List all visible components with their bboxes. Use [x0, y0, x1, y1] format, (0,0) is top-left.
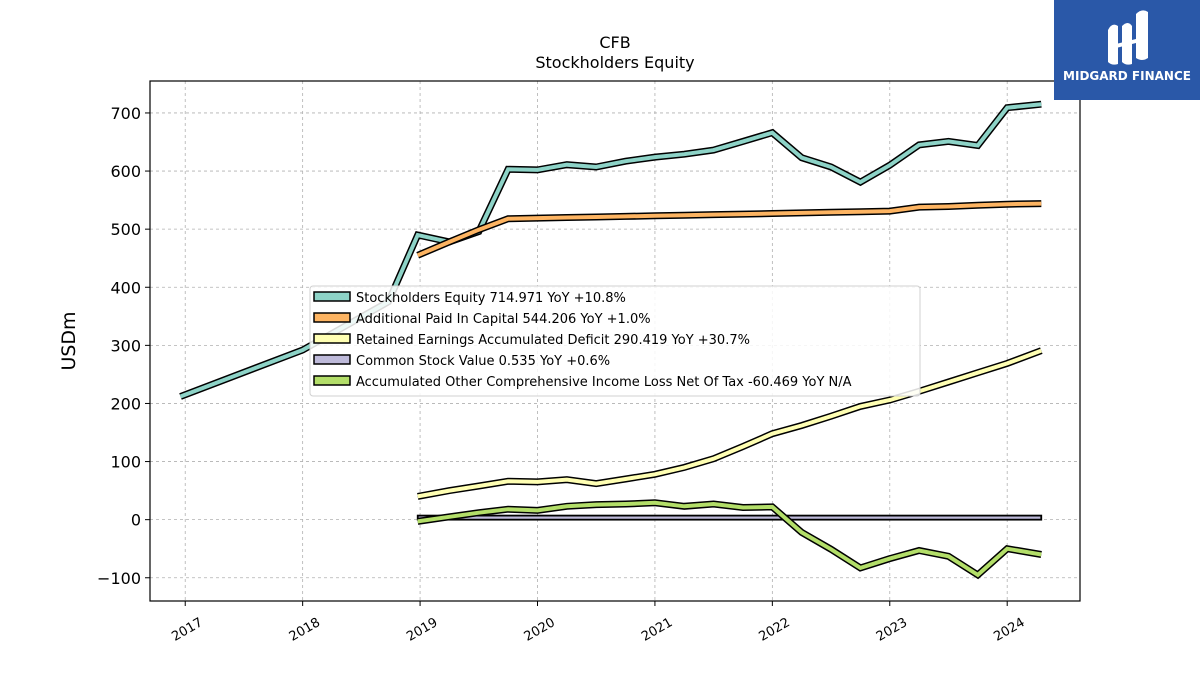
y-tick-label: 300 [110, 336, 141, 355]
y-tick-label: 0 [131, 511, 141, 530]
legend-item: Common Stock Value 0.535 YoY +0.6% [313, 354, 610, 369]
y-tick-label: 200 [110, 394, 141, 413]
logo-text: MIDGARD FINANCE [1063, 69, 1191, 83]
legend-item: Additional Paid In Capital 544.206 YoY +… [313, 312, 651, 327]
series-layer [179, 100, 1043, 580]
x-tick-label: 2022 [757, 615, 793, 645]
legend-label: Stockholders Equity 714.971 YoY +10.8% [356, 291, 626, 306]
x-tick-label: 2024 [991, 615, 1027, 645]
plot-frame [149, 80, 1081, 602]
y-axis: −100 0 100 200 300 400 500 600 700 [97, 104, 150, 588]
chart-subtitle: Stockholders Equity [535, 53, 694, 72]
x-tick-label: 2017 [169, 615, 205, 645]
series-line [417, 348, 1043, 499]
y-tick-label: 400 [110, 278, 141, 297]
legend-item: Stockholders Equity 714.971 YoY +10.8% [313, 291, 626, 306]
series-line [417, 500, 1042, 578]
legend-swatch [313, 333, 351, 344]
midgard-finance-logo: MIDGARD FINANCE [1054, 0, 1200, 100]
series-3 [416, 514, 1043, 521]
legend-label: Retained Earnings Accumulated Deficit 29… [356, 333, 750, 348]
x-tick-label: 2023 [874, 615, 910, 645]
legend: Stockholders Equity 714.971 YoY +10.8% Ad… [309, 285, 921, 397]
series-line [416, 201, 1042, 258]
legend-label: Accumulated Other Comprehensive Income L… [356, 375, 852, 390]
chart-title: CFB [599, 33, 630, 52]
x-tick-label: 2019 [404, 615, 440, 645]
x-tick-label: 2021 [639, 615, 675, 645]
series-line [416, 514, 1043, 521]
legend-label: Common Stock Value 0.535 YoY +0.6% [356, 354, 610, 369]
series-1 [416, 200, 1042, 259]
legend-swatch [313, 354, 351, 365]
series-4 [417, 499, 1042, 580]
legend-box [309, 285, 921, 397]
legend-item: Accumulated Other Comprehensive Income L… [313, 375, 852, 390]
legend-swatch [313, 375, 351, 386]
y-tick-label: 100 [110, 453, 141, 472]
legend-item: Retained Earnings Accumulated Deficit 29… [313, 333, 750, 348]
series-outline [417, 499, 1042, 580]
y-tick-label: 600 [110, 162, 141, 181]
y-axis-label: USDm [58, 311, 80, 370]
x-tick-label: 2018 [287, 615, 323, 645]
legend-label: Additional Paid In Capital 544.206 YoY +… [356, 312, 651, 327]
x-tick-label: 2020 [522, 615, 558, 645]
x-axis: 2017 2018 2019 2020 2021 2022 2023 2024 [169, 601, 1028, 645]
logo-mark-icon [1108, 10, 1148, 65]
y-tick-label: 700 [110, 104, 141, 123]
legend-swatch [313, 312, 351, 323]
legend-swatch [313, 291, 351, 302]
series-2 [417, 347, 1043, 500]
y-tick-label: 500 [110, 220, 141, 239]
y-tick-label: −100 [97, 569, 141, 588]
